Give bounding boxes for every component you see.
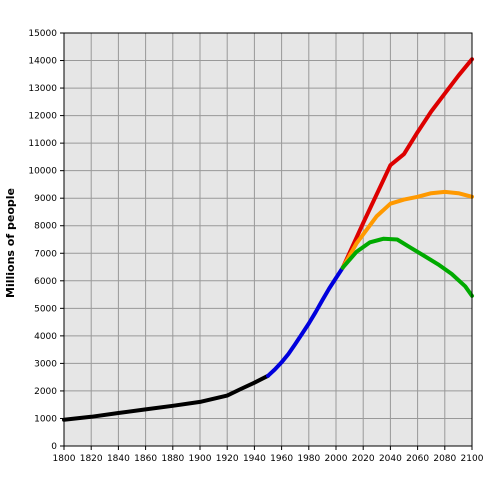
y-axis-ticks: 0 1000 2000 3000 4000 5000 6000 7000 8000 9000 100… [28,29,64,452]
high-projection-line [340,57,474,270]
y-axis-title: Millions of people [4,188,17,298]
historical-line [62,373,270,422]
y-tick-label: 0 [51,442,57,452]
series-lines [62,57,474,422]
y-tick-label: 6000 [34,277,57,287]
y-tick-label: 8000 [34,222,57,232]
x-tick-label: 2080 [433,454,456,464]
medium-projection-line [340,189,474,270]
x-tick-label: 2000 [325,454,348,464]
x-tick-label: 2060 [406,454,429,464]
x-tick-label: 1940 [243,454,266,464]
x-tick-label: 1840 [107,454,130,464]
x-axis-ticks: 1800 1820 1840 1860 1880 1900 1920 1940 1960 1980… [53,446,484,464]
plot-frame [63,32,473,447]
x-tick-label: 1860 [134,454,157,464]
x-tick-label: 1920 [216,454,239,464]
x-tick-label: 2020 [352,454,375,464]
x-tick-label: 2040 [379,454,402,464]
y-tick-label: 15000 [28,29,57,39]
y-tick-label: 4000 [34,332,57,342]
x-tick-label: 1800 [53,454,76,464]
y-tick-label: 14000 [28,57,57,67]
x-tick-label: 1880 [161,454,184,464]
y-tick-label: 2000 [34,387,57,397]
x-tick-label: 1980 [297,454,320,464]
y-tick-label: 11000 [28,139,57,149]
y-tick-label: 5000 [34,304,57,314]
x-tick-label: 1820 [80,454,103,464]
plot-background [64,33,472,446]
y-tick-label: 1000 [34,414,57,424]
low-projection-line [340,236,474,298]
x-tick-label: 1960 [270,454,293,464]
y-tick-label: 7000 [34,249,57,259]
y-tick-label: 10000 [28,167,57,177]
y-tick-label: 13000 [28,84,57,94]
x-tick-label: 2100 [461,454,484,464]
modern-growth-line [266,265,345,378]
y-tick-label: 12000 [28,112,57,122]
y-tick-label: 3000 [34,359,57,369]
y-tick-label: 9000 [34,194,57,204]
x-tick-label: 1900 [189,454,212,464]
